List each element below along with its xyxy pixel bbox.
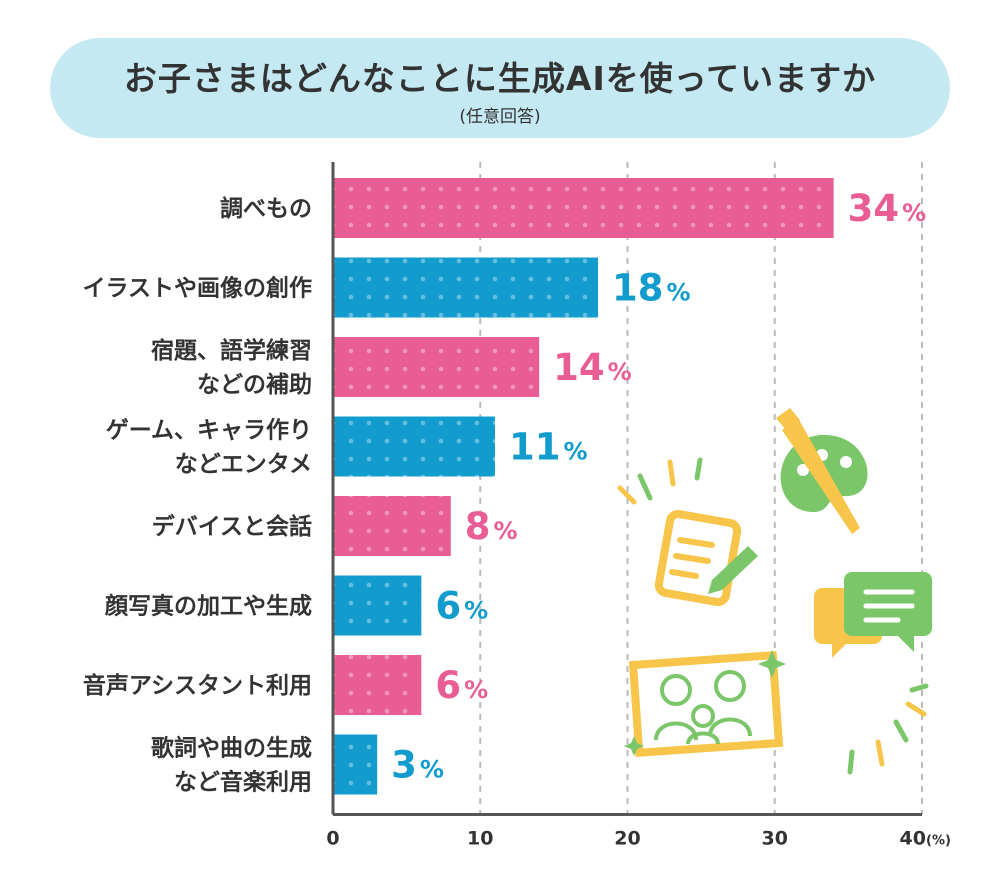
bar-dot-pattern [333,416,495,477]
value-percent-sign: % [464,676,488,704]
value-number: 14 [553,346,605,389]
chart-subtitle: (任意回答) [459,107,541,127]
value-percent-sign: % [563,438,587,466]
x-tick-label: 40 [900,828,926,850]
value-percent-sign: % [464,597,488,625]
family-photo-icon [624,650,929,775]
value-label: 6% [435,664,488,707]
value-number: 11 [509,426,560,469]
value-percent-sign: % [667,279,691,307]
bar-dot-pattern [333,337,540,397]
category-label: デバイスと会話 [152,513,312,540]
speech-bubbles-icon [814,572,932,658]
x-tick-label: 20 [614,828,640,850]
decorations [617,408,932,775]
bars: 34 %18 %14 %11 %8 %6 %6 %3% [333,178,926,795]
category-label: 音声アシスタント利用 [83,672,312,699]
category-label: ゲーム、キャラ作り [106,418,312,444]
value-label: 11% [509,426,588,469]
bar-dot-pattern [333,496,451,556]
value-number: 3 [391,744,417,787]
value-percent-sign: % [420,756,444,784]
category-label: 調べもの [220,195,312,222]
category-label: 宿題、語学練習 [151,337,312,364]
value-label: 6% [435,585,488,628]
value-number: 18 [612,267,664,310]
value-label: 8% [465,505,518,548]
value-label: 18% [612,267,691,310]
x-axis: 0 10 20 30 40 (%) [326,162,951,850]
x-axis-unit: (%) [926,834,951,849]
x-tick-label: 30 [762,828,788,850]
value-percent-sign: % [608,358,632,386]
chart-title: お子さまはどんなことに生成AIを使っていますか [123,59,877,98]
category-label: イラストや画像の創作 [82,275,312,302]
notepad-pencil-icon [617,457,758,607]
bar-dot-pattern [333,257,599,318]
bar-dot-pattern [333,655,422,715]
value-number: 6 [435,585,461,628]
value-percent-sign: % [902,199,926,227]
value-number: 34 [848,187,900,230]
category-labels: 調べものイラストや画像の創作宿題、語学練習などの補助ゲーム、キャラ作りなどエンタ… [82,195,312,796]
category-label: などの補助 [197,371,312,398]
category-label: 歌詞や曲の生成 [151,735,312,762]
bar-dot-pattern [333,734,378,795]
value-percent-sign: % [494,517,518,545]
value-label: 3% [391,744,444,787]
bar-dot-pattern [333,575,422,636]
x-tick-label: 10 [467,828,493,850]
value-label: 34% [848,187,927,230]
category-label: 顔写真の加工や生成 [104,593,312,620]
category-label: などエンタメ [175,452,312,478]
value-label: 14% [553,346,632,389]
title-banner: お子さまはどんなことに生成AIを使っていますか (任意回答) [50,38,950,138]
x-tick-label: 0 [326,828,339,850]
value-number: 6 [435,664,461,707]
bar-dot-pattern [333,178,834,238]
value-number: 8 [465,505,491,548]
category-label: など音楽利用 [174,769,312,796]
palette-icon [776,408,868,534]
